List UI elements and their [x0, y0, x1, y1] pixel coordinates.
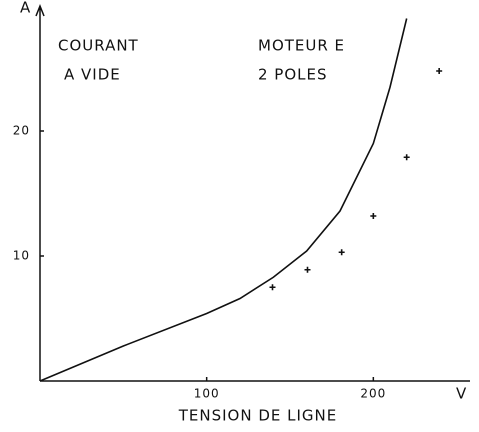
point	[403, 154, 410, 161]
y-tick-label: 20	[13, 124, 30, 138]
annotation: COURANT	[58, 37, 139, 55]
point	[370, 213, 377, 219]
y-unit: A	[20, 0, 31, 17]
x-unit: V	[456, 385, 467, 403]
x-tick-label: 200	[360, 387, 386, 401]
x-tick-label: 100	[194, 387, 220, 401]
annotation: MOTEUR E	[258, 37, 345, 55]
curve	[39, 18, 408, 382]
point	[304, 266, 311, 273]
y-tick-label: 10	[13, 249, 30, 263]
point	[269, 284, 276, 291]
annotation: 2 POLES	[258, 66, 328, 84]
point	[436, 68, 443, 74]
point	[338, 249, 345, 256]
annotation: A VIDE	[64, 66, 121, 84]
y-axis	[35, 3, 45, 381]
x-axis-label: TENSION DE LIGNE	[178, 407, 338, 425]
